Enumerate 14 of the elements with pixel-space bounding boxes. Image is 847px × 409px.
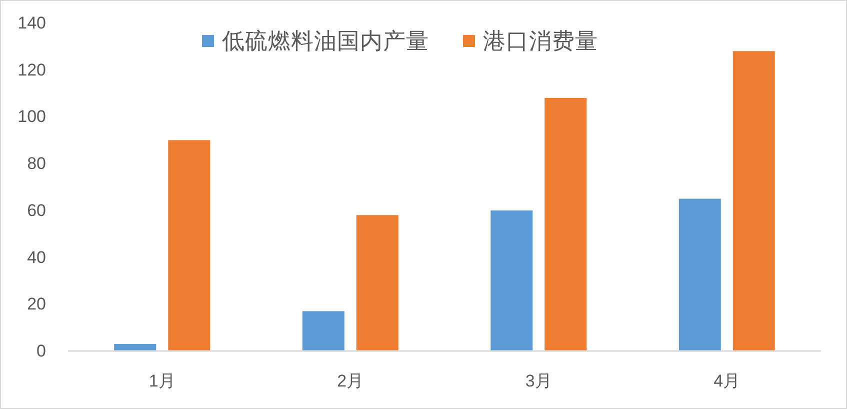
y-tick-label: 40 <box>27 248 46 267</box>
y-tick-label: 120 <box>18 60 46 80</box>
x-tick-label: 1月 <box>148 372 176 390</box>
y-tick-label: 60 <box>27 200 46 220</box>
x-tick-label: 4月 <box>714 372 740 390</box>
y-tick-label: 140 <box>18 14 46 32</box>
legend-label: 港口消费量 <box>483 28 598 54</box>
x-tick-label: 2月 <box>337 372 364 390</box>
y-tick-label: 20 <box>27 294 46 314</box>
y-tick-label: 100 <box>18 107 46 126</box>
legend-label: 低硫燃料油国内产量 <box>222 28 429 54</box>
y-tick-label: 0 <box>36 342 46 360</box>
y-tick-label: 80 <box>27 154 46 174</box>
x-tick-label: 3月 <box>525 372 552 390</box>
